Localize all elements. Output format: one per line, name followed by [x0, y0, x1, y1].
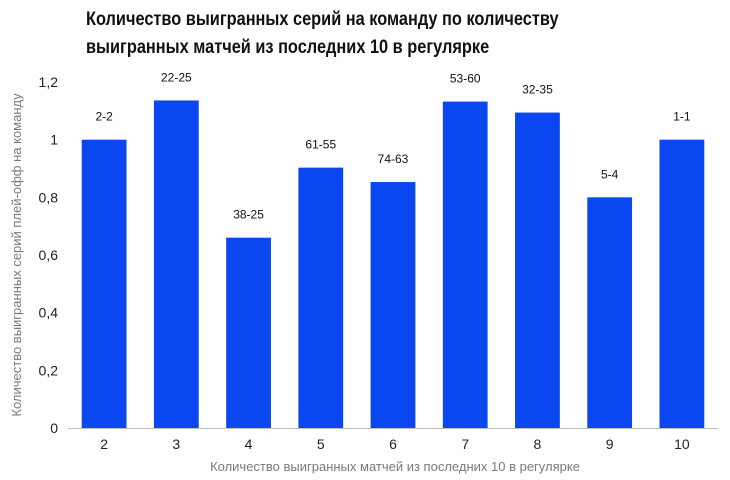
y-tick-label: 1,2 — [39, 74, 59, 90]
y-tick-label: 0,4 — [39, 305, 59, 321]
x-tick-label: 8 — [534, 436, 542, 452]
x-tick-label: 4 — [245, 436, 253, 452]
x-tick-label: 6 — [389, 436, 397, 452]
data-label: 2-2 — [95, 110, 113, 124]
y-tick-label: 0,8 — [39, 189, 59, 205]
x-axis-title: Количество выигранных матчей из последни… — [210, 459, 580, 474]
bar — [515, 112, 560, 429]
data-label: 1-1 — [673, 110, 691, 124]
bar — [659, 139, 705, 428]
y-tick-label: 1 — [50, 132, 58, 148]
chart-title: Количество выигранных серий на команду п… — [86, 9, 559, 58]
data-label: 5-4 — [601, 167, 619, 181]
y-tick-label: 0,6 — [39, 247, 59, 263]
bar — [442, 101, 488, 429]
data-label: 22-25 — [161, 70, 192, 84]
data-label: 53-60 — [450, 72, 481, 86]
x-axis-ticks: 2 3 4 5 6 7 8 9 10 — [100, 436, 690, 452]
data-labels: 2-2 22-25 38-25 61-55 74-63 53-60 32-35 5-4 1-1 — [95, 70, 690, 221]
bar — [298, 167, 344, 428]
y-axis-title: Количество выигранных серий плей-офф на … — [9, 93, 24, 417]
bar — [81, 139, 127, 428]
bar — [587, 197, 633, 428]
x-tick-label: 9 — [606, 436, 614, 452]
x-tick-label: 2 — [100, 436, 108, 452]
data-label: 74-63 — [378, 152, 409, 166]
y-tick-label: 0 — [50, 420, 58, 436]
x-tick-label: 10 — [674, 436, 690, 452]
x-tick-label: 7 — [461, 436, 469, 452]
y-axis-ticks: 0 0,2 0,4 0,6 0,8 1 1,2 — [39, 74, 59, 436]
bar-series — [81, 100, 705, 429]
bar — [370, 182, 416, 428]
bar — [226, 237, 271, 428]
x-tick-label: 3 — [172, 436, 180, 452]
bar — [153, 100, 199, 428]
y-tick-label: 0,2 — [39, 362, 59, 378]
data-label: 61-55 — [305, 138, 336, 152]
data-label: 32-35 — [522, 83, 553, 97]
x-tick-label: 5 — [317, 436, 325, 452]
data-label: 38-25 — [233, 208, 264, 222]
